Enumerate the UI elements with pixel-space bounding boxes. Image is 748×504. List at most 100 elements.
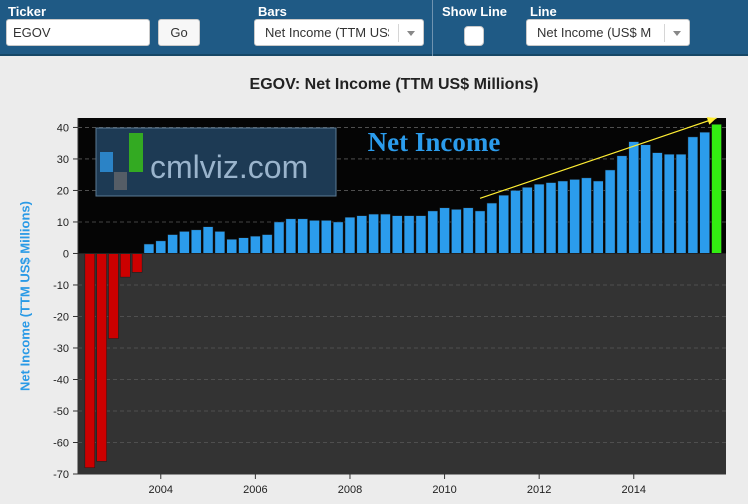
bar [131,253,143,273]
y-tick-label: 10 [57,217,69,229]
bars [84,124,722,468]
bar [226,239,237,254]
bar [557,180,569,254]
toolbar: Ticker Go Bars Net Income (TTM US$ Show … [0,0,748,56]
bar [522,187,533,254]
chevron-down-icon [407,31,415,36]
bar [498,194,509,254]
bar [711,124,722,254]
x-tick-label: 2004 [149,484,173,496]
bar [214,231,226,254]
bar [392,215,403,254]
bar [652,152,663,254]
bar [581,177,592,254]
bar [202,226,214,254]
bar [510,190,521,254]
y-tick-label: 0 [63,248,69,260]
line-select-value: Net Income (US$ M [537,25,652,40]
bar [108,253,119,339]
show-line-label: Show Line [442,4,507,19]
chevron-down-icon [673,31,681,36]
bar [191,229,202,254]
bar [569,179,580,254]
bar [616,155,628,254]
bars-select-separator [398,24,399,42]
bar [356,215,368,254]
bar [687,136,699,254]
bars-label: Bars [258,4,287,19]
line-select-separator [664,24,665,42]
bar [273,221,285,254]
bars-select-value: Net Income (TTM US$ [265,25,389,40]
toolbar-divider [432,0,433,56]
bar [321,220,332,254]
y-tick-label: -50 [53,406,69,418]
bar [250,235,261,254]
line-label: Line [530,4,557,19]
bar [628,141,639,254]
bar [640,144,651,254]
y-tick-label: 20 [57,185,69,197]
bar [368,213,379,254]
bars-select[interactable]: Net Income (TTM US$ [254,19,424,46]
bar [344,216,356,254]
bar [96,253,107,462]
bar [699,131,710,254]
bar [120,253,131,278]
bar [474,210,486,254]
bar [238,237,249,254]
x-tick-label: 2010 [432,484,456,496]
x-tick-label: 2008 [338,484,362,496]
bar [415,215,427,254]
x-tick-label: 2006 [243,484,267,496]
y-tick-label: -20 [53,311,69,323]
bar [451,209,462,254]
x-tick-label: 2014 [622,484,646,496]
y-tick-label: -40 [53,374,69,386]
plot-background-negative [78,253,726,474]
y-tick-label: -30 [53,343,69,355]
y-tick-label: -70 [53,469,69,481]
bar [593,180,604,254]
show-line-checkbox[interactable] [464,26,484,46]
bar [545,182,557,254]
bar [285,218,297,254]
y-tick-label: -60 [53,437,69,449]
y-tick-label: 40 [57,122,69,134]
bar [297,218,308,254]
watermark-text: cmlviz.com [150,149,308,185]
watermark-logo-gray [114,172,127,190]
bar [463,207,474,254]
bar [167,234,178,254]
bar [84,253,96,468]
bar [332,221,344,254]
go-button[interactable]: Go [158,19,200,46]
trend-line [479,117,717,199]
overlay-title: Net Income [368,127,501,157]
trend-arrow [706,117,717,125]
bar [427,210,438,254]
bar [261,234,273,254]
bar [533,183,545,254]
bar [664,153,675,254]
bar [143,243,155,254]
line-select[interactable]: Net Income (US$ M [526,19,690,46]
y-tick-label: -10 [53,280,69,292]
bar [403,215,415,254]
watermark: cmlviz.com [95,127,337,197]
bar [439,207,450,254]
bar [604,169,616,254]
ticker-label: Ticker [8,4,47,19]
chart-title: EGOV: Net Income (TTM US$ Millions) [249,76,539,93]
watermark-logo-green [129,133,143,172]
bar [380,213,391,254]
bar [179,231,190,254]
watermark-logo-blue [100,152,113,172]
x-tick-label: 2012 [527,484,551,496]
y-tick-label: 30 [57,154,69,166]
ticker-input[interactable] [6,19,150,46]
bar [309,220,320,254]
bar [155,240,166,254]
